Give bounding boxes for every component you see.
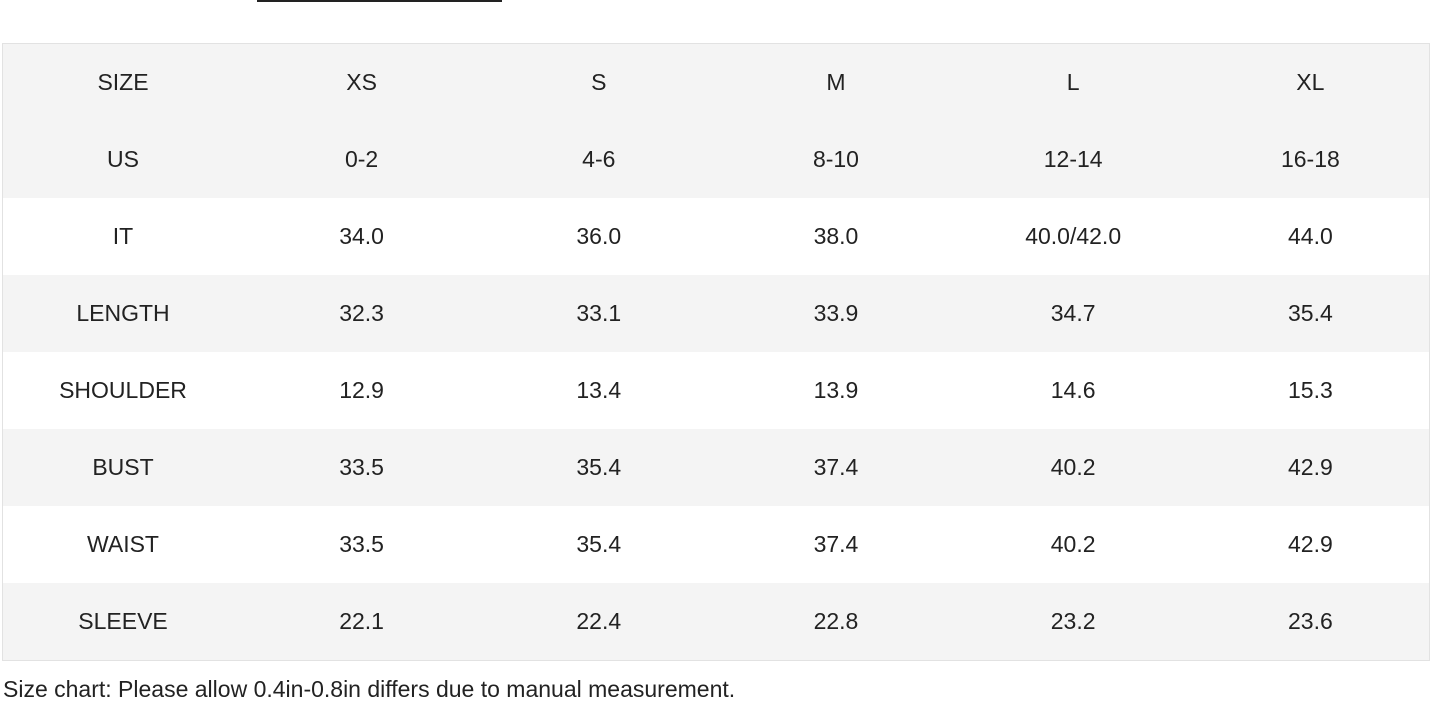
row-label: IT bbox=[112, 223, 134, 249]
header-cell-xs: XS bbox=[346, 69, 377, 95]
table-cell: 22.1 bbox=[339, 608, 384, 634]
table-header-row: SIZE XS S M L XL bbox=[3, 44, 1429, 121]
table-row: IT 34.0 36.0 38.0 40.0/42.0 44.0 bbox=[3, 198, 1429, 275]
table-cell: 4-6 bbox=[582, 146, 616, 172]
table-cell: 36.0 bbox=[576, 223, 622, 249]
row-label: SHOULDER bbox=[59, 377, 187, 403]
table-cell: 33.9 bbox=[813, 300, 859, 326]
table-cell: 38.0 bbox=[813, 223, 859, 249]
table-cell: 35.4 bbox=[1287, 300, 1333, 326]
table-cell: 12-14 bbox=[1043, 146, 1103, 172]
table-cell: 42.9 bbox=[1287, 454, 1333, 480]
table-cell: 13.9 bbox=[813, 377, 859, 403]
table-cell: 22.4 bbox=[576, 608, 622, 634]
size-chart-note: Size chart: Please allow 0.4in-0.8in dif… bbox=[3, 676, 736, 702]
row-label: SLEEVE bbox=[78, 608, 168, 634]
row-label: US bbox=[107, 146, 139, 172]
table-row: BUST 33.5 35.4 37.4 40.2 42.9 bbox=[3, 429, 1429, 506]
table-row: SLEEVE 22.1 22.4 22.8 23.2 23.6 bbox=[3, 583, 1429, 660]
table-row: US 0-2 4-6 8-10 12-14 16-18 bbox=[3, 121, 1429, 198]
table-cell: 15.3 bbox=[1287, 377, 1333, 403]
row-label: WAIST bbox=[87, 531, 159, 557]
header-cell-l: L bbox=[1066, 69, 1080, 95]
table-row: WAIST 33.5 35.4 37.4 40.2 42.9 bbox=[3, 506, 1429, 583]
table-cell: 33.5 bbox=[339, 531, 384, 557]
header-cell-xl: XL bbox=[1296, 69, 1325, 95]
size-chart-table: SIZE XS S M L XL US 0-2 4-6 8-10 12-14 1… bbox=[3, 44, 1429, 660]
table-cell: 33.1 bbox=[576, 300, 622, 326]
header-cell-s: S bbox=[591, 69, 607, 95]
table-cell: 37.4 bbox=[813, 454, 859, 480]
table-cell: 16-18 bbox=[1280, 146, 1340, 172]
table-cell: 13.4 bbox=[576, 377, 622, 403]
table-cell: 8-10 bbox=[812, 146, 859, 172]
table-cell: 34.0 bbox=[339, 223, 384, 249]
table-cell: 40.2 bbox=[1050, 531, 1096, 557]
table-cell: 23.2 bbox=[1050, 608, 1096, 634]
table-cell: 12.9 bbox=[339, 377, 384, 403]
table-cell: 35.4 bbox=[576, 454, 622, 480]
table-cell: 33.5 bbox=[339, 454, 384, 480]
table-cell: 40.0/42.0 bbox=[1025, 223, 1122, 249]
table-row: SHOULDER 12.9 13.4 13.9 14.6 15.3 bbox=[3, 352, 1429, 429]
table-cell: 40.2 bbox=[1050, 454, 1096, 480]
table-cell: 34.7 bbox=[1050, 300, 1096, 326]
table-cell: 23.6 bbox=[1287, 608, 1333, 634]
active-tab-underline bbox=[257, 0, 502, 2]
row-label: BUST bbox=[92, 454, 154, 480]
table-cell: 42.9 bbox=[1287, 531, 1333, 557]
table-cell: 22.8 bbox=[813, 608, 859, 634]
size-chart-table-container: SIZE XS S M L XL US 0-2 4-6 8-10 12-14 1… bbox=[2, 43, 1430, 661]
table-cell: 37.4 bbox=[813, 531, 859, 557]
table-cell: 0-2 bbox=[344, 146, 379, 172]
table-cell: 35.4 bbox=[576, 531, 622, 557]
table-cell: 44.0 bbox=[1287, 223, 1333, 249]
header-cell-size: SIZE bbox=[97, 69, 149, 95]
row-label: LENGTH bbox=[76, 300, 170, 326]
header-cell-m: M bbox=[826, 69, 846, 95]
table-row: LENGTH 32.3 33.1 33.9 34.7 35.4 bbox=[3, 275, 1429, 352]
table-cell: 14.6 bbox=[1050, 377, 1096, 403]
table-cell: 32.3 bbox=[339, 300, 384, 326]
